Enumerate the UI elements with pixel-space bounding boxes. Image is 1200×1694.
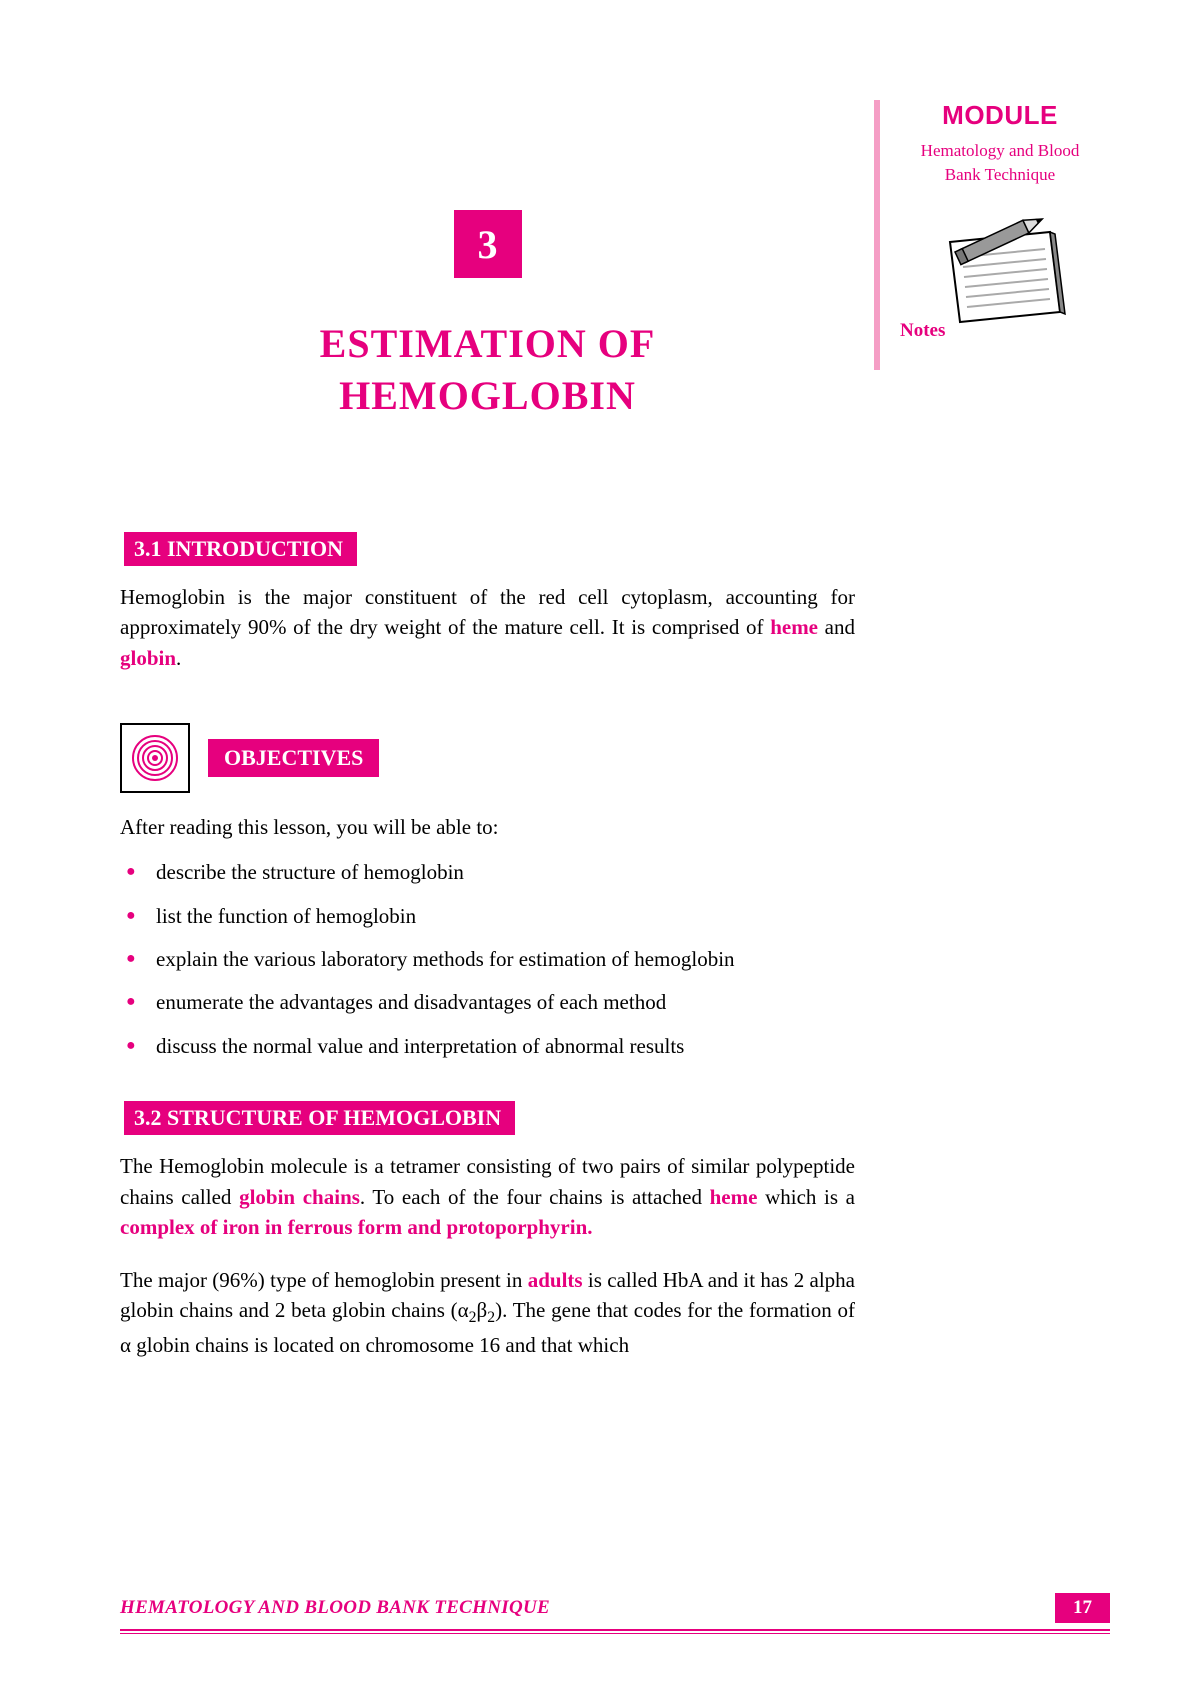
vertical-divider <box>874 100 880 370</box>
p2-a: The major (96%) type of hemoglobin prese… <box>120 1268 528 1292</box>
p1-b: . To each of the four chains is attached <box>360 1185 710 1209</box>
objective-item: list the function of hemoglobin <box>120 902 855 931</box>
objective-item: discuss the normal value and interpretat… <box>120 1032 855 1061</box>
footer-rule-2 <box>120 1633 1110 1634</box>
section-3-1-text: Hemoglobin is the major constituent of t… <box>120 582 855 673</box>
chapter-title-line1: ESTIMATION OF <box>320 321 656 366</box>
page-footer: HEMATOLOGY AND BLOOD BANK TECHNIQUE 17 <box>120 1593 1110 1634</box>
chapter-title-line2: HEMOGLOBIN <box>339 373 636 418</box>
adults-term: adults <box>528 1268 583 1292</box>
section-3-2-para2: The major (96%) type of hemoglobin prese… <box>120 1265 855 1361</box>
footer-rule-1 <box>120 1629 1110 1631</box>
section-3-2-header: 3.2 STRUCTURE OF HEMOGLOBIN <box>120 1101 515 1135</box>
sub2: 2 <box>487 1309 495 1326</box>
footer-title: HEMATOLOGY AND BLOOD BANK TECHNIQUE <box>120 1597 550 1619</box>
notes-label: Notes <box>900 320 945 342</box>
p1-c: which is a <box>757 1185 855 1209</box>
sub1: 2 <box>469 1309 477 1326</box>
module-subtitle: Hematology and Blood Bank Technique <box>890 139 1110 187</box>
intro-text-a: Hemoglobin is the major constituent of t… <box>120 585 855 639</box>
heme-term: heme <box>770 615 818 639</box>
objectives-intro: After reading this lesson, you will be a… <box>120 815 855 840</box>
page-container: MODULE Hematology and Blood Bank Techniq… <box>0 0 1200 1694</box>
main-content: 3 ESTIMATION OF HEMOGLOBIN 3.1 INTRODUCT… <box>120 100 855 1382</box>
objectives-label: OBJECTIVES <box>208 739 379 777</box>
notes-icon-container: Notes <box>890 212 1110 342</box>
intro-and: and <box>818 615 855 639</box>
objectives-list: describe the structure of hemoglobin lis… <box>120 858 855 1061</box>
module-subtitle-line2: Bank Technique <box>945 165 1055 184</box>
p2-c: β <box>477 1298 488 1322</box>
objectives-header-row: OBJECTIVES <box>120 723 855 793</box>
complex-term: complex of iron in ferrous form and prot… <box>120 1215 593 1239</box>
globin-term: globin <box>120 646 176 670</box>
section-3-1-header: 3.1 INTRODUCTION <box>120 532 357 566</box>
page-number: 17 <box>1055 1593 1110 1623</box>
module-label: MODULE <box>890 100 1110 131</box>
globin-chains-term: globin chains <box>239 1185 360 1209</box>
objective-item: describe the structure of hemoglobin <box>120 858 855 887</box>
module-subtitle-line1: Hematology and Blood <box>921 141 1080 160</box>
intro-period: . <box>176 646 181 670</box>
notes-pencil-icon <box>920 212 1080 332</box>
target-icon <box>120 723 190 793</box>
section-3-2-para1: The Hemoglobin molecule is a tetramer co… <box>120 1151 855 1242</box>
footer-row: HEMATOLOGY AND BLOOD BANK TECHNIQUE 17 <box>120 1593 1110 1623</box>
chapter-number: 3 <box>454 210 522 278</box>
heme-term-2: heme <box>710 1185 758 1209</box>
sidebar: MODULE Hematology and Blood Bank Techniq… <box>890 100 1110 352</box>
objective-item: explain the various laboratory methods f… <box>120 945 855 974</box>
objective-item: enumerate the advantages and disadvantag… <box>120 988 855 1017</box>
chapter-title: ESTIMATION OF HEMOGLOBIN <box>120 318 855 422</box>
